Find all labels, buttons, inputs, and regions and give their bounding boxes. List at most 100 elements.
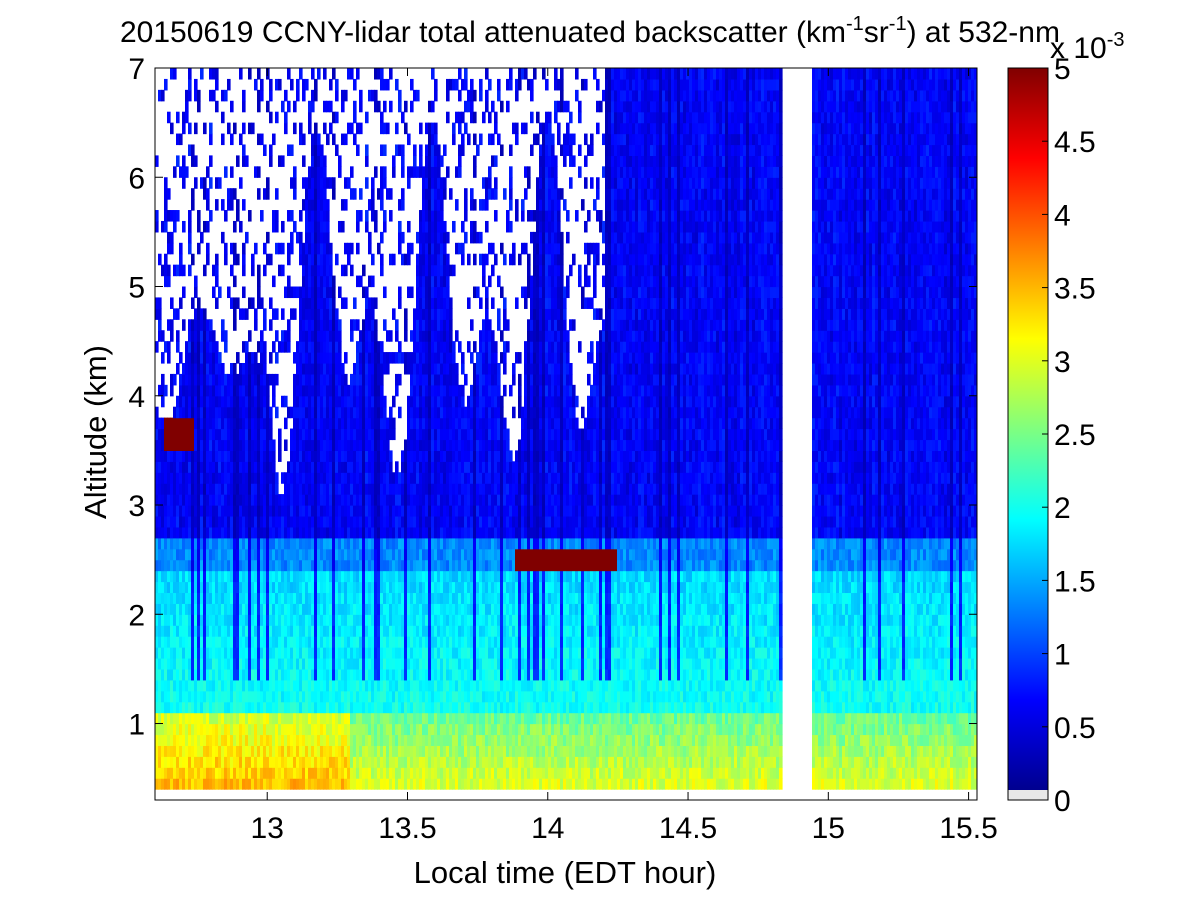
heatmap-cell: [443, 395, 447, 408]
heatmap-cell: [311, 537, 315, 550]
heatmap-cell: [347, 734, 351, 746]
heatmap-cell: [194, 767, 198, 779]
heatmap-cell: [398, 100, 402, 113]
heatmap-cell: [359, 384, 363, 397]
heatmap-cell: [425, 253, 429, 266]
heatmap-cell: [263, 767, 267, 779]
heatmap-cell: [314, 428, 318, 441]
heatmap-cell: [425, 297, 429, 309]
heatmap-cell: [434, 253, 438, 266]
heatmap-cell: [344, 712, 348, 725]
heatmap-cell: [233, 406, 237, 419]
heatmap-cell: [236, 483, 240, 495]
heatmap-cell: [449, 341, 453, 353]
heatmap-cell: [338, 614, 342, 626]
heatmap-cell: [296, 450, 300, 462]
heatmap-cell: [320, 461, 324, 473]
heatmap-cell: [368, 494, 372, 506]
heatmap-cell: [293, 417, 297, 430]
heatmap-cell: [278, 526, 282, 539]
heatmap-cell: [182, 603, 186, 615]
heatmap-cell: [353, 570, 357, 583]
heatmap-cell: [347, 384, 351, 397]
heatmap-cell: [209, 745, 213, 757]
heatmap-cell: [191, 723, 195, 736]
heatmap-cell: [365, 679, 369, 692]
heatmap-cell: [293, 767, 297, 779]
heatmap-cell: [344, 428, 348, 441]
heatmap-cell: [170, 701, 174, 714]
heatmap-cell: [158, 614, 162, 626]
heatmap-cell: [425, 188, 429, 200]
heatmap-cell: [293, 570, 297, 583]
heatmap-cell: [314, 778, 318, 790]
heatmap-cell: [404, 505, 408, 517]
heatmap-cell: [287, 734, 291, 746]
heatmap-cell: [464, 701, 468, 714]
heatmap-cell: [377, 384, 381, 397]
heatmap-cell: [311, 548, 315, 561]
heatmap-cell: [410, 756, 414, 768]
heatmap-cell: [329, 712, 333, 725]
heatmap-cell: [188, 592, 192, 604]
heatmap-cell: [464, 417, 468, 430]
heatmap-cell: [401, 494, 405, 506]
heatmap-cell: [167, 723, 171, 736]
heatmap-cell: [311, 745, 315, 757]
heatmap-cell: [347, 417, 351, 430]
heatmap-cell: [320, 220, 324, 233]
heatmap-cell: [323, 581, 327, 594]
heatmap-cell: [308, 111, 312, 124]
heatmap-cell: [458, 144, 462, 157]
heatmap-cell: [422, 723, 426, 736]
heatmap-cell: [215, 395, 219, 408]
heatmap-cell: [284, 690, 288, 703]
heatmap-cell: [305, 668, 309, 681]
heatmap-cell: [173, 308, 177, 320]
heatmap-cell: [305, 647, 309, 659]
heatmap-cell: [212, 89, 216, 102]
heatmap-cell: [329, 603, 333, 615]
heatmap-cell: [263, 526, 267, 539]
heatmap-cell: [290, 494, 294, 506]
heatmap-cell: [398, 406, 402, 419]
heatmap-cell: [242, 89, 246, 102]
heatmap-cell: [185, 756, 189, 768]
heatmap-cell: [440, 253, 444, 266]
heatmap-cell: [281, 515, 285, 528]
heatmap-cell: [437, 264, 441, 277]
heatmap-cell: [461, 133, 465, 146]
heatmap-cell: [365, 220, 369, 233]
heatmap-cell: [287, 341, 291, 353]
heatmap-cell: [308, 483, 312, 495]
heatmap-cell: [239, 548, 243, 561]
heatmap-cell: [188, 319, 192, 331]
heatmap-cell: [302, 461, 306, 473]
heatmap-cell: [263, 548, 267, 561]
heatmap-cell: [269, 515, 273, 528]
heatmap-cell: [206, 199, 210, 211]
heatmap-cell: [311, 734, 315, 746]
heatmap-cell: [236, 472, 240, 484]
heatmap-cell: [200, 68, 204, 80]
heatmap-cell: [257, 614, 261, 626]
heatmap-cell: [290, 177, 294, 189]
heatmap-cell: [305, 362, 309, 375]
heatmap-cell: [365, 308, 369, 320]
heatmap-cell: [446, 330, 450, 342]
heatmap-cell: [155, 647, 159, 659]
heatmap-cell: [245, 483, 249, 495]
heatmap-cell: [233, 515, 237, 528]
heatmap-cell: [338, 406, 342, 419]
heatmap-cell: [284, 505, 288, 517]
heatmap-cell: [338, 625, 342, 637]
heatmap-cell: [425, 122, 429, 135]
heatmap-cell: [167, 483, 171, 495]
heatmap-cell: [371, 515, 375, 528]
heatmap-cell: [170, 679, 174, 692]
heatmap-cell: [452, 548, 456, 561]
heatmap-cell: [377, 68, 381, 80]
heatmap-cell: [221, 603, 225, 615]
heatmap-cell: [245, 231, 249, 244]
heatmap-cell: [299, 734, 303, 746]
